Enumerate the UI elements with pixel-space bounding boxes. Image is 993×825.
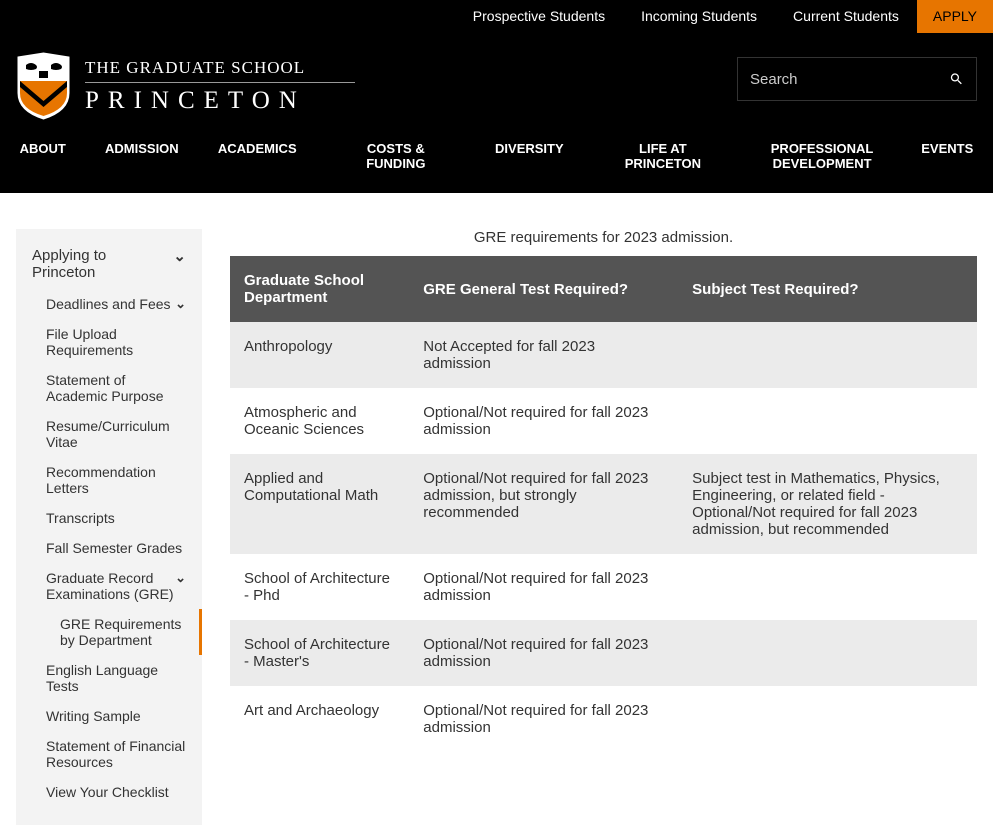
col-general: GRE General Test Required? — [409, 256, 678, 322]
table-cell — [678, 322, 977, 388]
table-row: School of Architecture - Master'sOptiona… — [230, 620, 977, 686]
table-cell: Optional/Not required for fall 2023 admi… — [409, 454, 678, 554]
nav-admission[interactable]: ADMISSION — [105, 141, 179, 171]
chevron-down-icon: ⌄ — [173, 247, 186, 265]
sidebar-item[interactable]: Transcripts — [16, 503, 202, 533]
sidebar-item[interactable]: Deadlines and Fees⌄ — [16, 289, 202, 319]
apply-button[interactable]: APPLY — [917, 0, 993, 33]
table-cell: Art and Archaeology — [230, 686, 409, 752]
requirements-table: Graduate School Department GRE General T… — [230, 256, 977, 752]
table-row: Applied and Computational MathOptional/N… — [230, 454, 977, 554]
chevron-down-icon: ⌄ — [175, 570, 186, 586]
table-row: Atmospheric and Oceanic SciencesOptional… — [230, 388, 977, 454]
sidebar-item-label: Statement of Academic Purpose — [46, 372, 164, 404]
sidebar: Applying to Princeton ⌄ Deadlines and Fe… — [16, 229, 202, 825]
col-subject: Subject Test Required? — [678, 256, 977, 322]
sidebar-item-label: Statement of Financial Resources — [46, 738, 185, 770]
nav-academics[interactable]: ACADEMICS — [218, 141, 297, 171]
sidebar-item[interactable]: GRE Requirements by Department — [16, 609, 202, 655]
table-cell: School of Architecture - Master's — [230, 620, 409, 686]
sidebar-item[interactable]: View Your Checklist — [16, 777, 202, 807]
search-icon[interactable] — [949, 70, 964, 88]
sidebar-item-label: English Language Tests — [46, 662, 158, 694]
table-cell: Not Accepted for fall 2023 admission — [409, 322, 678, 388]
sidebar-item-label: Resume/Curriculum Vitae — [46, 418, 170, 450]
sidebar-item-label: Transcripts — [46, 510, 115, 526]
nav-life[interactable]: LIFE AT PRINCETON — [603, 141, 723, 171]
search-box[interactable] — [737, 57, 977, 101]
sidebar-item[interactable]: Statement of Academic Purpose — [16, 365, 202, 411]
sidebar-item[interactable]: Graduate Record Examinations (GRE)⌄ — [16, 563, 202, 609]
logo-line1: THE GRADUATE SCHOOL — [85, 58, 355, 78]
table-cell: Applied and Computational Math — [230, 454, 409, 554]
top-link-current[interactable]: Current Students — [775, 0, 917, 33]
table-row: AnthropologyNot Accepted for fall 2023 a… — [230, 322, 977, 388]
top-link-prospective[interactable]: Prospective Students — [455, 0, 623, 33]
sidebar-item[interactable]: Resume/Curriculum Vitae — [16, 411, 202, 457]
chevron-down-icon: ⌄ — [175, 296, 186, 312]
table-cell — [678, 686, 977, 752]
sidebar-item[interactable]: Fall Semester Grades — [16, 533, 202, 563]
table-cell: Subject test in Mathematics, Physics, En… — [678, 454, 977, 554]
sidebar-heading[interactable]: Applying to Princeton ⌄ — [16, 247, 202, 289]
table-cell — [678, 554, 977, 620]
sidebar-item[interactable]: Writing Sample — [16, 701, 202, 731]
sidebar-item[interactable]: English Language Tests — [16, 655, 202, 701]
table-cell: Optional/Not required for fall 2023 admi… — [409, 686, 678, 752]
search-input[interactable] — [750, 71, 949, 88]
nav-costs[interactable]: COSTS & FUNDING — [336, 141, 456, 171]
col-department: Graduate School Department — [230, 256, 409, 322]
table-cell — [678, 620, 977, 686]
table-row: Art and ArchaeologyOptional/Not required… — [230, 686, 977, 752]
top-utility-bar: Prospective Students Incoming Students C… — [0, 0, 993, 33]
logo-line2: PRINCETON — [85, 87, 355, 115]
table-cell: Anthropology — [230, 322, 409, 388]
main-content: GRE requirements for 2023 admission. Gra… — [230, 229, 977, 825]
sidebar-list: Deadlines and Fees⌄File Upload Requireme… — [16, 289, 202, 807]
nav-about[interactable]: ABOUT — [20, 141, 66, 171]
table-row: School of Architecture - PhdOptional/Not… — [230, 554, 977, 620]
sidebar-heading-label: Applying to Princeton — [32, 247, 173, 281]
shield-icon — [16, 51, 71, 121]
table-cell: Optional/Not required for fall 2023 admi… — [409, 620, 678, 686]
sidebar-item-label: Deadlines and Fees — [46, 296, 171, 312]
sidebar-item[interactable]: Statement of Financial Resources — [16, 731, 202, 777]
table-cell: Optional/Not required for fall 2023 admi… — [409, 554, 678, 620]
sidebar-item-label: File Upload Requirements — [46, 326, 133, 358]
nav-professional[interactable]: PROFESSIONAL DEVELOPMENT — [762, 141, 882, 171]
site-logo[interactable]: THE GRADUATE SCHOOL PRINCETON — [16, 51, 355, 121]
table-cell — [678, 388, 977, 454]
nav-events[interactable]: EVENTS — [921, 141, 973, 171]
sidebar-item[interactable]: File Upload Requirements — [16, 319, 202, 365]
site-header: THE GRADUATE SCHOOL PRINCETON ABOUT ADMI… — [0, 33, 993, 193]
sidebar-item-label: Recommendation Letters — [46, 464, 156, 496]
sidebar-item-label: View Your Checklist — [46, 784, 169, 800]
nav-diversity[interactable]: DIVERSITY — [495, 141, 564, 171]
sidebar-item[interactable]: Recommendation Letters — [16, 457, 202, 503]
table-cell: School of Architecture - Phd — [230, 554, 409, 620]
top-link-incoming[interactable]: Incoming Students — [623, 0, 775, 33]
sidebar-item-label: GRE Requirements by Department — [60, 616, 181, 648]
table-cell: Optional/Not required for fall 2023 admi… — [409, 388, 678, 454]
table-cell: Atmospheric and Oceanic Sciences — [230, 388, 409, 454]
sidebar-item-label: Fall Semester Grades — [46, 540, 182, 556]
main-nav: ABOUT ADMISSION ACADEMICS COSTS & FUNDIN… — [0, 121, 993, 193]
sidebar-item-label: Writing Sample — [46, 708, 141, 724]
sidebar-item-label: Graduate Record Examinations (GRE) — [46, 570, 175, 602]
table-caption: GRE requirements for 2023 admission. — [230, 229, 977, 256]
